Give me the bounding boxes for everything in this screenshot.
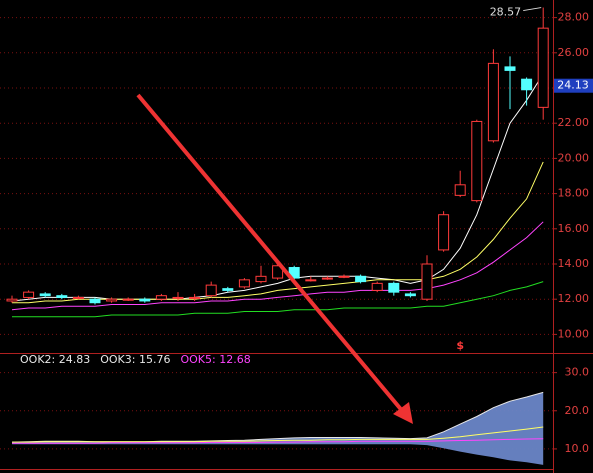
candle-body (23, 291, 35, 298)
signal-marker: $ (456, 339, 464, 352)
candle-body (155, 295, 167, 300)
candle-body (89, 298, 101, 304)
y-tick-label: 14.00 (558, 257, 590, 270)
candle-body (471, 120, 483, 202)
legend-label: OOK5: 12.68 (180, 353, 250, 366)
candle-body (388, 282, 400, 293)
y-tick-label: 26.00 (558, 46, 590, 59)
moving-average-line (11, 73, 544, 302)
indicator-line (12, 426, 544, 443)
candle-body (255, 275, 267, 283)
price-label-box (554, 78, 593, 93)
y-tick-label: 16.00 (558, 222, 590, 235)
annotation-arrow (136, 93, 413, 424)
legend-label: OOK2: 24.83 (20, 353, 90, 366)
candle-body (338, 275, 350, 278)
candle-body (321, 277, 333, 280)
candle-body (222, 288, 234, 291)
candle-body (454, 184, 466, 196)
candle-body (189, 296, 201, 299)
candle-body (72, 296, 84, 299)
candle-body (172, 296, 184, 299)
y-tick-label: 12.00 (558, 292, 590, 305)
y-tick-label: 18.00 (558, 187, 590, 200)
candle-body (39, 293, 51, 297)
candle-body (421, 263, 433, 300)
candle-body (355, 275, 367, 283)
y-tick-label: 30.0 (565, 366, 590, 379)
moving-average-line (12, 281, 544, 318)
candle-body (404, 293, 416, 297)
y-tick-label: 20.00 (558, 151, 590, 164)
y-tick-label: 20.0 (565, 404, 590, 417)
y-tick-label: 10.0 (565, 442, 590, 455)
candle-body (106, 298, 118, 302)
candle-body (205, 284, 217, 297)
candle-body (438, 214, 450, 251)
candle-body (122, 298, 134, 301)
plot-area: 10.0012.0014.0016.0018.0020.0022.0024.00… (0, 6, 593, 465)
candle-body (56, 295, 68, 298)
y-tick-label: 28.00 (558, 11, 590, 24)
y-tick-label: 10.00 (558, 327, 590, 340)
candle-body (537, 27, 549, 108)
candle-body (521, 78, 533, 91)
candle-body (139, 298, 151, 302)
candle-body (504, 66, 516, 71)
candle-body (371, 282, 383, 291)
indicator-line (12, 438, 544, 444)
price-label: 24.13 (557, 79, 589, 92)
candle-body (305, 279, 317, 282)
high-label: 28.57 (490, 6, 522, 19)
moving-average-line (12, 161, 544, 304)
candle-body (6, 298, 18, 302)
moving-average-line (11, 221, 544, 311)
candle-body (272, 265, 284, 279)
high-pointer (523, 7, 542, 12)
legend-label: OOK3: 15.76 (100, 353, 170, 366)
y-tick-label: 22.00 (558, 116, 590, 129)
candle-body (238, 279, 250, 288)
candle-body (487, 62, 499, 142)
